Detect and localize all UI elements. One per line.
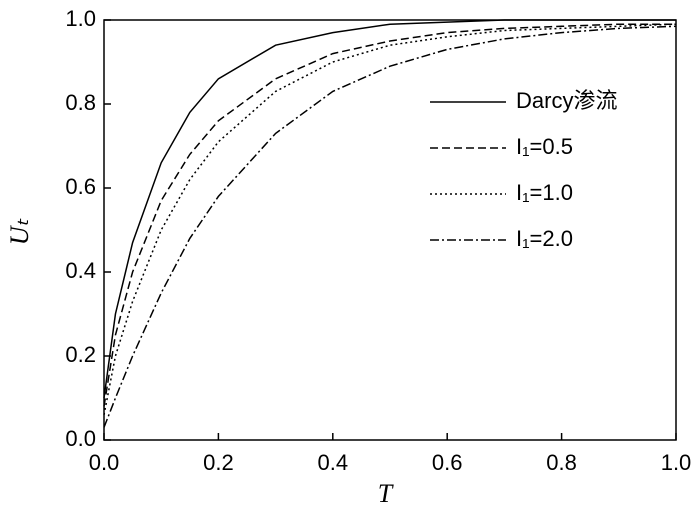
y-axis-label: Uₜ [5, 217, 34, 245]
legend-label: I₁=0.5 [516, 134, 573, 159]
series-line [103, 23, 677, 415]
plot-frame [103, 19, 677, 441]
x-tick-label: 0.4 [318, 450, 349, 475]
series-line [103, 19, 676, 399]
y-tick-label: 0.0 [65, 426, 96, 451]
x-tick-label: 0.0 [89, 450, 120, 475]
legend-label: I₁=2.0 [516, 226, 573, 251]
y-tick-label: 0.4 [65, 258, 96, 283]
y-tick-label: 0.2 [65, 342, 96, 367]
x-axis-label: T [378, 479, 394, 508]
y-tick-label: 1.0 [65, 6, 96, 31]
series-line [103, 23, 676, 407]
legend-label: I₁=1.0 [516, 180, 573, 205]
x-tick-label: 0.8 [546, 450, 577, 475]
legend-label: Darcy渗流 [516, 88, 617, 113]
y-tick-label: 0.6 [65, 174, 96, 199]
x-tick-label: 0.6 [432, 450, 463, 475]
x-tick-label: 0.2 [203, 450, 234, 475]
x-tick-label: 1.0 [661, 450, 692, 475]
series-line [103, 25, 677, 428]
y-tick-label: 0.8 [65, 90, 96, 115]
